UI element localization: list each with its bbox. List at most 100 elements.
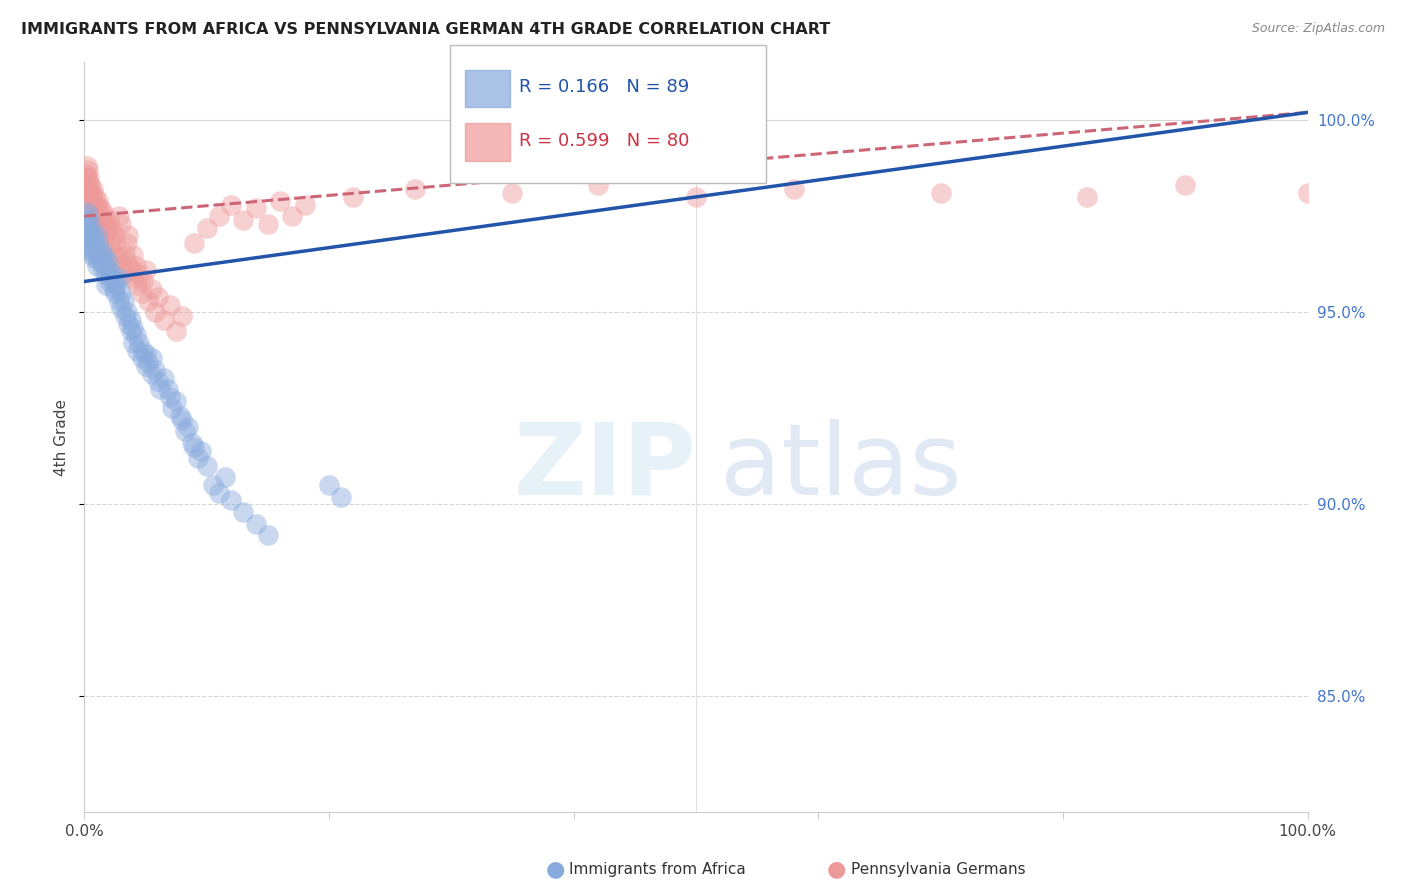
Point [104, 228, 127, 243]
Point [929, 186, 952, 200]
Point [103, 282, 125, 296]
Point [107, 252, 129, 266]
Point [86, 197, 108, 211]
Point [83, 202, 105, 216]
Point [281, 209, 304, 223]
Point [586, 178, 609, 193]
Point [96, 278, 118, 293]
Point [107, 209, 129, 223]
Text: Source: ZipAtlas.com: Source: ZipAtlas.com [1251, 22, 1385, 36]
Point [318, 478, 340, 492]
Point [80, 197, 103, 211]
Point [105, 235, 128, 250]
Point [84, 190, 107, 204]
Point [269, 194, 291, 208]
Point [112, 267, 135, 281]
Point [100, 220, 122, 235]
Point [93, 247, 115, 261]
Point [83, 252, 105, 266]
Point [76, 228, 98, 243]
Point [84, 209, 107, 223]
Point [219, 493, 242, 508]
Point [117, 317, 139, 331]
Text: R = 0.166   N = 89: R = 0.166 N = 89 [519, 78, 689, 96]
Text: ●: ● [546, 860, 565, 880]
Point [79, 217, 101, 231]
Point [115, 305, 138, 319]
Point [105, 278, 128, 293]
Point [181, 435, 204, 450]
Point [80, 232, 103, 246]
Point [90, 220, 112, 235]
Point [79, 190, 101, 204]
Point [107, 270, 129, 285]
Point [122, 247, 145, 261]
Point [115, 235, 138, 250]
Point [75, 232, 97, 246]
Point [172, 413, 194, 427]
Point [91, 263, 114, 277]
Point [149, 382, 172, 396]
Point [141, 351, 163, 366]
Point [162, 401, 184, 416]
Point [104, 275, 127, 289]
Point [172, 309, 194, 323]
Point [77, 235, 100, 250]
Point [77, 190, 100, 204]
Point [173, 425, 195, 439]
Point [87, 194, 110, 208]
Point [165, 325, 187, 339]
Point [94, 259, 117, 273]
Point [110, 259, 132, 273]
Point [156, 382, 179, 396]
Point [76, 186, 98, 200]
Point [177, 420, 200, 434]
Point [165, 393, 187, 408]
Point [75, 225, 97, 239]
Point [122, 335, 145, 350]
Point [96, 267, 118, 281]
Point [77, 220, 100, 235]
Point [183, 440, 205, 454]
Point [97, 275, 120, 289]
Point [135, 263, 157, 277]
Point [132, 275, 155, 289]
Point [153, 313, 176, 327]
Point [294, 197, 316, 211]
Point [115, 255, 138, 269]
Point [86, 228, 108, 243]
Point [86, 205, 108, 219]
Point [76, 159, 98, 173]
Point [404, 182, 426, 196]
Point [98, 235, 121, 250]
Point [136, 355, 159, 369]
Point [120, 325, 142, 339]
Point [87, 213, 110, 227]
Point [120, 263, 142, 277]
Text: atlas: atlas [720, 418, 962, 516]
Point [245, 202, 267, 216]
Point [91, 205, 114, 219]
Point [84, 240, 107, 254]
Point [82, 228, 104, 243]
Point [120, 313, 142, 327]
Point [219, 197, 242, 211]
Point [125, 278, 148, 293]
Point [232, 213, 254, 227]
Point [125, 259, 148, 273]
Point [80, 244, 103, 258]
Point [122, 270, 145, 285]
Point [89, 202, 111, 216]
Point [91, 252, 114, 266]
Point [342, 190, 364, 204]
Point [83, 235, 105, 250]
Point [208, 209, 231, 223]
Point [77, 225, 100, 239]
Point [169, 409, 191, 423]
Point [1076, 190, 1098, 204]
Point [110, 285, 132, 300]
Point [96, 217, 118, 231]
Point [97, 213, 120, 227]
Point [195, 220, 218, 235]
Point [131, 351, 153, 366]
